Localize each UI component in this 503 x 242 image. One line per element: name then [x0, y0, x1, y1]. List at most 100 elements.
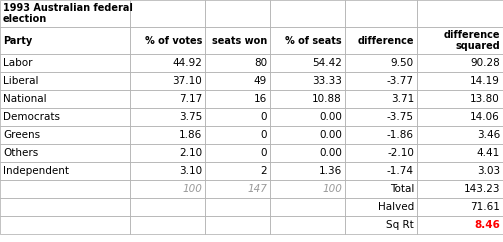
Bar [0, 108, 130, 126]
Bar [417, 0, 503, 27]
Text: 90.28: 90.28 [470, 58, 500, 68]
Text: Party: Party [3, 36, 32, 45]
Bar [417, 144, 503, 162]
Text: 1993 Australian federal
election: 1993 Australian federal election [3, 3, 133, 24]
Bar [130, 216, 205, 234]
Text: 9.50: 9.50 [391, 58, 414, 68]
Text: Democrats: Democrats [3, 112, 60, 122]
Bar [270, 54, 345, 72]
Bar [0, 72, 130, 90]
Bar [345, 90, 417, 108]
Text: -3.75: -3.75 [387, 112, 414, 122]
Text: 1.36: 1.36 [319, 166, 342, 176]
Bar [345, 72, 417, 90]
Bar [130, 180, 205, 198]
Text: 14.19: 14.19 [470, 76, 500, 86]
Bar [205, 72, 270, 90]
Bar [345, 162, 417, 180]
Text: 10.88: 10.88 [312, 94, 342, 104]
Bar [345, 144, 417, 162]
Bar [130, 72, 205, 90]
Bar [270, 0, 345, 27]
Text: 0: 0 [261, 130, 267, 140]
Text: 54.42: 54.42 [312, 58, 342, 68]
Bar [205, 54, 270, 72]
Text: 3.10: 3.10 [179, 166, 202, 176]
Bar [345, 180, 417, 198]
Text: Independent: Independent [3, 166, 69, 176]
Bar [130, 144, 205, 162]
Text: Sq Rt: Sq Rt [386, 220, 414, 230]
Text: 44.92: 44.92 [172, 58, 202, 68]
Text: Total: Total [390, 184, 414, 194]
Text: 33.33: 33.33 [312, 76, 342, 86]
Text: 16: 16 [254, 94, 267, 104]
Text: 80: 80 [254, 58, 267, 68]
Text: 71.61: 71.61 [470, 202, 500, 212]
Bar [345, 27, 417, 54]
Text: 49: 49 [254, 76, 267, 86]
Bar [0, 162, 130, 180]
Bar [270, 216, 345, 234]
Text: 0: 0 [261, 112, 267, 122]
Bar [205, 216, 270, 234]
Bar [0, 54, 130, 72]
Bar [130, 162, 205, 180]
Bar [130, 108, 205, 126]
Bar [130, 126, 205, 144]
Bar [417, 126, 503, 144]
Text: % of votes: % of votes [144, 36, 202, 45]
Bar [205, 0, 270, 27]
Bar [130, 198, 205, 216]
Text: 0: 0 [261, 148, 267, 158]
Text: difference
squared: difference squared [444, 30, 500, 51]
Bar [0, 126, 130, 144]
Text: Labor: Labor [3, 58, 33, 68]
Text: 1.86: 1.86 [179, 130, 202, 140]
Text: 3.46: 3.46 [477, 130, 500, 140]
Text: Others: Others [3, 148, 38, 158]
Bar [0, 0, 130, 27]
Bar [0, 144, 130, 162]
Bar [417, 54, 503, 72]
Bar [0, 90, 130, 108]
Bar [345, 108, 417, 126]
Text: difference: difference [358, 36, 414, 45]
Bar [417, 72, 503, 90]
Bar [0, 216, 130, 234]
Bar [130, 54, 205, 72]
Text: National: National [3, 94, 47, 104]
Bar [130, 27, 205, 54]
Bar [270, 126, 345, 144]
Text: 0.00: 0.00 [319, 148, 342, 158]
Bar [0, 27, 130, 54]
Bar [345, 54, 417, 72]
Text: 100: 100 [182, 184, 202, 194]
Bar [270, 180, 345, 198]
Bar [270, 144, 345, 162]
Text: 4.41: 4.41 [477, 148, 500, 158]
Text: % of seats: % of seats [285, 36, 342, 45]
Bar [205, 180, 270, 198]
Bar [417, 216, 503, 234]
Bar [130, 90, 205, 108]
Text: 143.23: 143.23 [463, 184, 500, 194]
Text: 14.06: 14.06 [470, 112, 500, 122]
Bar [270, 72, 345, 90]
Text: 3.03: 3.03 [477, 166, 500, 176]
Text: seats won: seats won [212, 36, 267, 45]
Bar [270, 27, 345, 54]
Bar [345, 0, 417, 27]
Text: -3.77: -3.77 [387, 76, 414, 86]
Text: 7.17: 7.17 [179, 94, 202, 104]
Bar [417, 198, 503, 216]
Bar [417, 27, 503, 54]
Text: 3.71: 3.71 [391, 94, 414, 104]
Text: 2.10: 2.10 [179, 148, 202, 158]
Text: Liberal: Liberal [3, 76, 39, 86]
Bar [205, 162, 270, 180]
Bar [345, 126, 417, 144]
Bar [205, 90, 270, 108]
Bar [270, 198, 345, 216]
Bar [205, 198, 270, 216]
